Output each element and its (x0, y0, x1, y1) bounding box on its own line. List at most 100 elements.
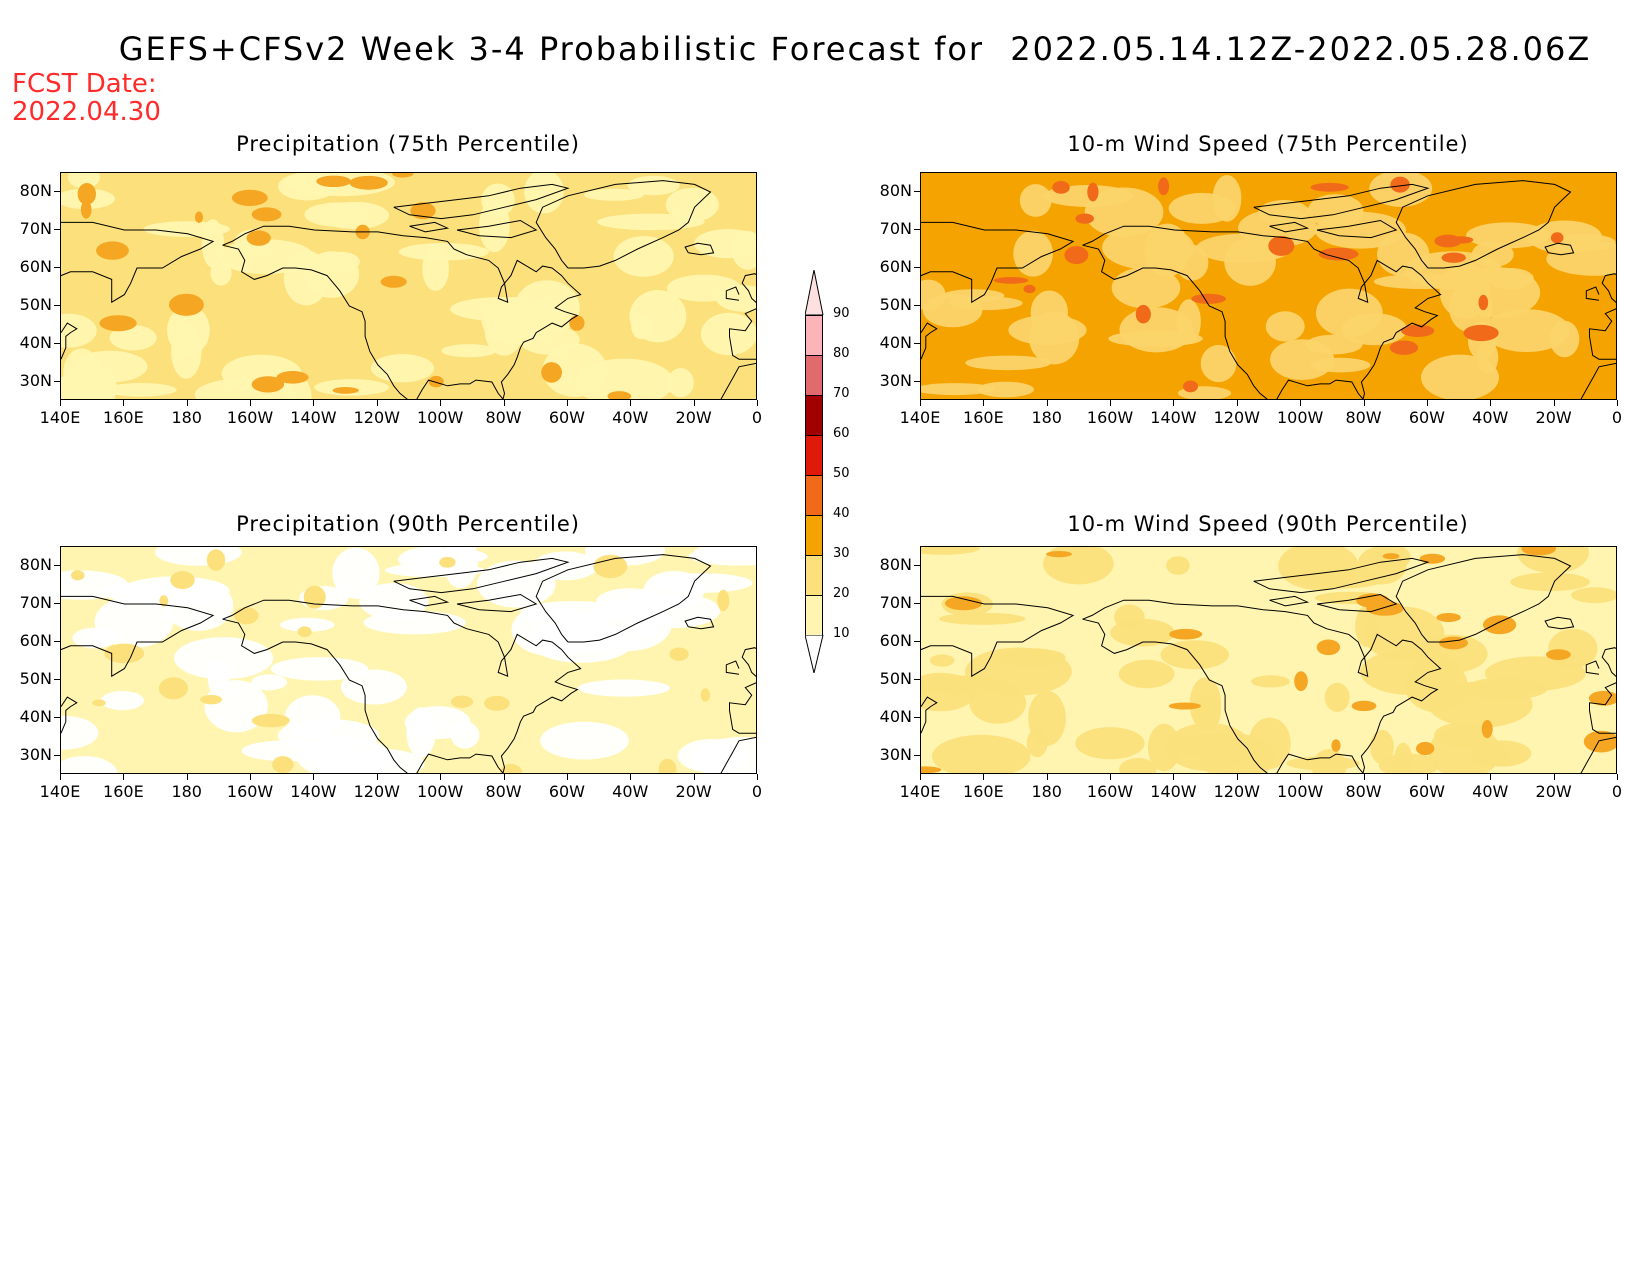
field-patch (1473, 740, 1532, 767)
field-patch (524, 173, 564, 214)
field-accent (499, 763, 523, 773)
field-patch (335, 748, 425, 773)
coastline (1585, 286, 1600, 301)
lon-tick (1490, 400, 1492, 406)
figure-title: GEFS+CFSv2 Week 3-4 Probabilistic Foreca… (0, 30, 1650, 68)
field-accent (272, 756, 294, 773)
lon-tick (983, 400, 985, 406)
field-patch (1307, 194, 1364, 228)
lat-tick (914, 229, 920, 230)
lon-tick (60, 774, 61, 780)
field-patch (61, 715, 99, 750)
panel-title: 10-m Wind Speed (90th Percentile) (1067, 512, 1469, 536)
coastline (1395, 180, 1572, 269)
field-patch (1019, 184, 1052, 217)
coastline (1269, 221, 1310, 233)
field-patch (1165, 722, 1251, 772)
field-accent (1389, 340, 1419, 355)
coastline (1082, 225, 1442, 399)
coastline (409, 221, 450, 233)
field-patch (700, 312, 756, 356)
field-patch (61, 756, 118, 773)
lat-tick (54, 641, 60, 642)
colorbar-top-arrow (805, 270, 824, 315)
field-accent (1158, 177, 1170, 196)
lon-tick-label: 160E (103, 782, 144, 801)
lon-tick (440, 774, 442, 780)
colorbar-level-label: 70 (833, 386, 850, 401)
coastline (535, 180, 712, 269)
lat-tick-label: 50N (879, 295, 912, 314)
field-accent (1434, 234, 1462, 248)
field-patch (109, 325, 157, 351)
field-patch (67, 173, 100, 189)
field-accent (484, 695, 510, 711)
field-patch (1251, 675, 1290, 688)
field-accent (159, 595, 169, 607)
field-patch (540, 721, 629, 760)
field-accent (1023, 284, 1036, 294)
lon-tick (1236, 774, 1238, 780)
lon-tick-label: 160W (1086, 782, 1134, 801)
lat-tick (914, 305, 920, 306)
field-accent (593, 554, 628, 579)
lon-tick (630, 400, 632, 406)
field-patch (204, 680, 268, 733)
field-accent (234, 607, 259, 625)
field-patch (270, 657, 369, 681)
field-accent (231, 189, 268, 206)
field-accent (1588, 690, 1616, 706)
field-accent (1366, 601, 1404, 616)
field-accent (1318, 247, 1359, 261)
field-patch (1075, 727, 1145, 760)
field-patch (1305, 334, 1363, 355)
field-patch (363, 610, 466, 635)
coastline (729, 308, 756, 360)
lon-tick (1173, 774, 1175, 780)
lat-tick (914, 717, 920, 718)
lon-tick-label: 140W (1150, 782, 1197, 801)
field-accent (1382, 553, 1400, 560)
lon-tick (1300, 400, 1302, 406)
lon-tick-label: 180 (171, 782, 202, 801)
field-accent (392, 173, 414, 178)
lat-tick-label: 40N (879, 333, 912, 352)
lon-tick (757, 400, 758, 406)
map-area (920, 172, 1617, 400)
colorbar-bottom-arrow (805, 635, 824, 673)
lat-tick-label: 70N (19, 593, 52, 612)
field-accent (1075, 213, 1094, 224)
lon-tick (1617, 774, 1618, 780)
lon-tick-label: 100W (1276, 408, 1324, 427)
coastline (535, 554, 712, 643)
lon-tick-label: 160W (1086, 408, 1134, 427)
lon-tick-label: 0 (1611, 782, 1623, 801)
field-patch (1013, 230, 1053, 277)
lon-tick-label: 140W (290, 782, 337, 801)
field-accent (92, 699, 106, 707)
colorbar-segment (805, 515, 823, 555)
field-patch (1193, 695, 1221, 730)
field-patch (280, 617, 335, 632)
field-accent (1046, 551, 1072, 558)
lon-tick-label: 40W (612, 782, 649, 801)
field-patch (100, 691, 145, 711)
field-patch (518, 325, 580, 355)
field-patch (1378, 753, 1439, 773)
field-accent (541, 362, 562, 383)
lon-tick (757, 774, 758, 780)
lat-tick-label: 30N (19, 745, 52, 764)
field-accent (945, 596, 983, 611)
field-accent (99, 315, 137, 332)
panel-title: Precipitation (75th Percentile) (236, 132, 580, 156)
coastline (1580, 362, 1616, 399)
lon-tick-label: 140E (899, 782, 941, 801)
coastline (1316, 219, 1398, 239)
field-accent (607, 391, 632, 399)
colorbar-segment (805, 595, 823, 635)
lat-tick (914, 679, 920, 680)
field-patch (61, 313, 97, 348)
lon-tick (313, 774, 315, 780)
colorbar-segment (805, 435, 823, 475)
coastline (409, 595, 450, 607)
